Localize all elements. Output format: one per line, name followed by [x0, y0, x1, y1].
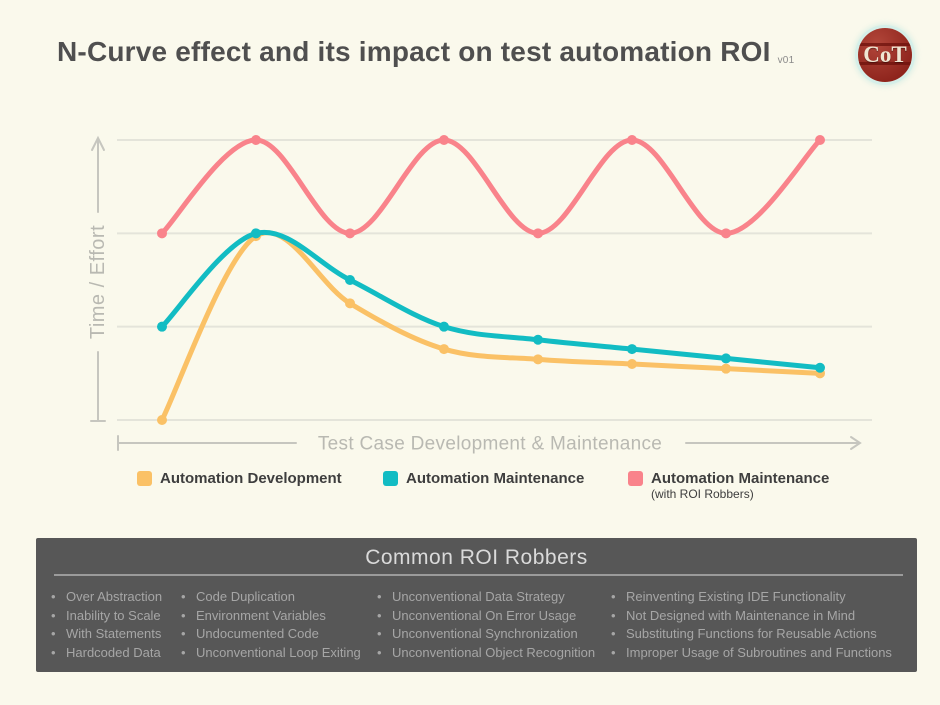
data-point-automation-development	[533, 354, 543, 365]
roi-robber-item: Unconventional Object Recognition	[376, 644, 595, 663]
data-point-automation-development	[721, 363, 731, 374]
x-axis-label: Test Case Development & Maintenance	[318, 434, 662, 455]
roi-robber-item: Environment Variables	[180, 607, 361, 626]
legend-label: Automation Maintenance	[406, 470, 585, 487]
data-point-automation-maintenance-with-roi-robbers	[627, 135, 637, 146]
legend-item-automation-maintenance: Automation Maintenance	[383, 470, 584, 487]
logo-text: CoT	[863, 42, 907, 67]
data-point-automation-maintenance-with-roi-robbers	[251, 135, 261, 146]
data-point-automation-maintenance	[627, 344, 637, 355]
data-point-automation-maintenance	[815, 362, 825, 373]
data-point-automation-maintenance	[251, 228, 261, 239]
data-point-automation-maintenance-with-roi-robbers	[721, 228, 731, 239]
logo-stripe	[858, 43, 912, 46]
y-axis-label: Time / Effort	[87, 225, 109, 339]
roi-robber-item: Over Abstraction	[50, 588, 162, 607]
legend-label: Automation Maintenance	[651, 470, 830, 487]
panel-divider	[54, 574, 903, 576]
legend-swatch-pink	[628, 471, 643, 486]
data-point-automation-maintenance-with-roi-robbers	[439, 135, 449, 146]
legend-item-automation-maintenance-roi-robbers: Automation Maintenance (with ROI Robbers…	[628, 470, 829, 502]
roi-robber-item: Unconventional Synchronization	[376, 625, 595, 644]
roi-robber-item: With Statements	[50, 625, 162, 644]
data-point-automation-development	[157, 415, 167, 425]
n-curve-chart: Time / Effort Test Case Development & Ma…	[87, 135, 872, 455]
data-point-automation-development	[439, 344, 449, 355]
data-point-automation-maintenance-with-roi-robbers	[533, 228, 543, 239]
roi-robber-item: Unconventional On Error Usage	[376, 607, 595, 626]
y-axis: Time / Effort	[87, 135, 109, 422]
series-line-automation-maintenance-with-roi-robbers	[159, 137, 823, 236]
data-point-automation-maintenance-with-roi-robbers	[815, 135, 825, 146]
roi-robber-item: Code Duplication	[180, 588, 361, 607]
data-point-automation-maintenance	[157, 321, 167, 332]
robbers-column-2: Code DuplicationEnvironment VariablesUnd…	[180, 588, 361, 662]
roi-robber-item: Hardcoded Data	[50, 644, 162, 663]
legend-sublabel: (with ROI Robbers)	[651, 487, 754, 501]
data-point-automation-maintenance	[721, 353, 731, 364]
legend-label: Automation Development	[160, 470, 342, 487]
robbers-column-4: Reinventing Existing IDE FunctionalityNo…	[610, 588, 892, 662]
roi-robber-item: Not Designed with Maintenance in Mind	[610, 607, 892, 626]
roi-robber-item: Inability to Scale	[50, 607, 162, 626]
data-point-automation-development	[627, 359, 637, 370]
page-title: N-Curve effect and its impact on test au…	[57, 36, 794, 68]
roi-robber-item: Unconventional Data Strategy	[376, 588, 595, 607]
logo-stripe	[858, 62, 912, 65]
x-axis-arrow-icon	[850, 436, 862, 450]
panel-title: Common ROI Robbers	[365, 546, 588, 569]
legend-item-automation-development: Automation Development	[137, 470, 342, 487]
data-point-automation-development	[345, 298, 355, 309]
version-tag: v01	[777, 55, 795, 66]
gridlines	[117, 139, 872, 421]
data-point-automation-maintenance-with-roi-robbers	[345, 228, 355, 239]
legend-swatch-yellow	[137, 471, 152, 486]
data-point-automation-maintenance-with-roi-robbers	[157, 228, 167, 239]
robbers-column-3: Unconventional Data StrategyUnconvention…	[376, 588, 595, 662]
robbers-column-1: Over AbstractionInability to ScaleWith S…	[50, 588, 162, 662]
roi-robber-item: Unconventional Loop Exiting	[180, 644, 361, 663]
series-layer	[157, 135, 825, 425]
legend-swatch-teal	[383, 471, 398, 486]
x-axis: Test Case Development & Maintenance	[117, 434, 862, 455]
roi-robber-item: Undocumented Code	[180, 625, 361, 644]
roi-robber-item: Substituting Functions for Reusable Acti…	[610, 625, 892, 644]
series-line-automation-maintenance	[159, 229, 823, 371]
data-point-automation-maintenance	[439, 321, 449, 332]
data-point-automation-maintenance	[345, 275, 355, 286]
common-roi-robbers-panel: Common ROI Robbers Over AbstractionInabi…	[36, 538, 917, 672]
cot-logo-icon: CoT	[858, 28, 912, 82]
roi-robber-item: Improper Usage of Subroutines and Functi…	[610, 644, 892, 663]
page-title-text: N-Curve effect and its impact on test au…	[57, 36, 771, 67]
roi-robber-item: Reinventing Existing IDE Functionality	[610, 588, 892, 607]
data-point-automation-maintenance	[533, 334, 543, 345]
